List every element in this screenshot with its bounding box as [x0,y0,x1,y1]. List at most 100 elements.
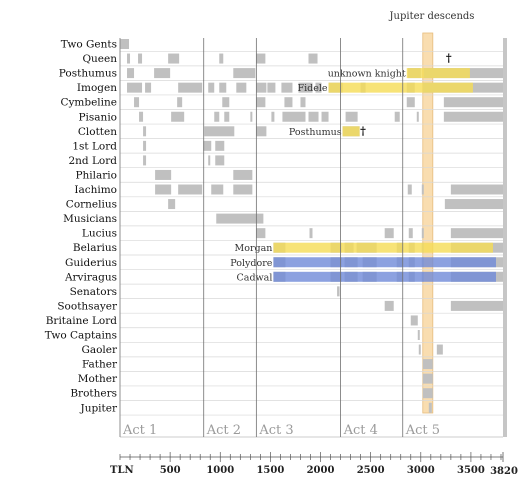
presence-segment [214,111,220,122]
character-label: Posthumus [59,68,117,80]
x-axis-label: TLN [110,465,134,476]
presence-segment [309,228,313,239]
presence-segment [216,213,264,224]
presence-segment [256,126,267,137]
character-label: Arviragus [64,271,117,283]
presence-segment [315,82,322,93]
presence-segment [203,140,212,151]
presence-segment [384,228,394,239]
highlight-band [422,32,434,414]
character-label: Pisanio [78,111,117,123]
presence-segment [215,155,225,166]
presence-segment [410,315,418,326]
highlight-label: Jupiter descends [389,11,475,22]
presence-segment [145,82,152,93]
presence-segment [418,344,421,355]
disguise-label: Polydore [230,258,272,269]
presence-segment [120,39,130,49]
presence-segment [155,184,172,195]
presence-segment [236,82,247,93]
character-label: Soothsayer [57,300,118,312]
presence-segment [407,184,412,195]
presence-segment [204,126,235,137]
presence-segment [155,169,172,180]
character-label: Two Captains [45,330,117,342]
presence-segment [267,82,276,93]
presence-segment [384,300,394,311]
presence-segment [134,97,140,108]
presence-segment [222,97,230,108]
presence-segment [233,169,253,180]
presence-segment [138,53,143,64]
character-label: Imogen [77,82,117,94]
character-labels: Two Gents Queen Posthumus Imogen Cymbeline Pi… [45,39,118,415]
act-label: Act 4 [343,423,378,438]
death-markers: †† [360,52,452,138]
presence-segment [139,111,144,122]
presence-segment [256,82,267,93]
presence-segment [450,300,503,311]
presence-segment [321,111,329,122]
presence-segment [256,53,266,64]
presence-segment [421,228,424,239]
presence-segment [154,68,171,79]
presence-segment [300,97,306,108]
character-label: Gaoler [81,344,118,356]
character-label: Britaine Lord [46,315,118,327]
disguise-bar [342,126,360,137]
presence-segment [215,140,225,151]
presence-segment [394,111,400,122]
presence-segment [421,184,424,195]
disguise-label: unknown knight [328,69,406,80]
character-label: 2nd Lord [68,155,117,167]
character-label: Cornelius [66,199,117,211]
act-label: Act 2 [206,423,241,438]
presence-segment [177,97,183,108]
presence-segment [143,155,147,166]
presence-segment [406,97,415,108]
presence-segment [208,155,211,166]
character-label: Philario [75,169,117,181]
act-dividers: Act 1 Act 2 Act 3 Act 4 Act 5 [119,38,507,438]
presence-segment [224,111,230,122]
character-label: Musicians [63,213,117,225]
presence-segment [219,53,224,64]
presence-segment [178,82,203,93]
disguise-bar [273,271,496,282]
presence-segment [450,228,503,239]
presence-segment [233,184,253,195]
character-label: Guiderius [65,257,117,269]
character-label: 1st Lord [72,140,117,152]
disguise-bar [406,68,470,79]
presence-segment [282,111,306,122]
presence-segment [281,82,293,93]
presence-segment [422,359,433,370]
presence-segment [143,140,147,151]
character-label: Senators [70,286,117,298]
presence-segment [178,184,203,195]
character-label: Mother [78,373,118,385]
x-axis-end-label: 3820 [490,466,518,477]
character-label: Belarius [73,242,117,254]
x-tick-label: 1000 [206,465,234,476]
presence-segment [171,111,185,122]
presence-segment [168,199,176,210]
row-gridlines [120,50,503,438]
x-tick-label: 1500 [256,465,284,476]
x-tick-label: 2500 [357,465,385,476]
character-label: Clotten [78,126,117,138]
death-marker: † [446,52,452,65]
presence-segment [211,184,224,195]
act-label: Act 5 [405,423,440,438]
presence-segment [308,111,319,122]
character-label: Father [82,359,118,371]
presence-segment [250,111,253,122]
character-label: Two Gents [61,39,117,51]
presence-segment [256,228,266,239]
highlight-layer [422,32,434,414]
presence-segment [271,111,275,122]
presence-segment [127,82,143,93]
character-label: Iachimo [74,184,117,196]
